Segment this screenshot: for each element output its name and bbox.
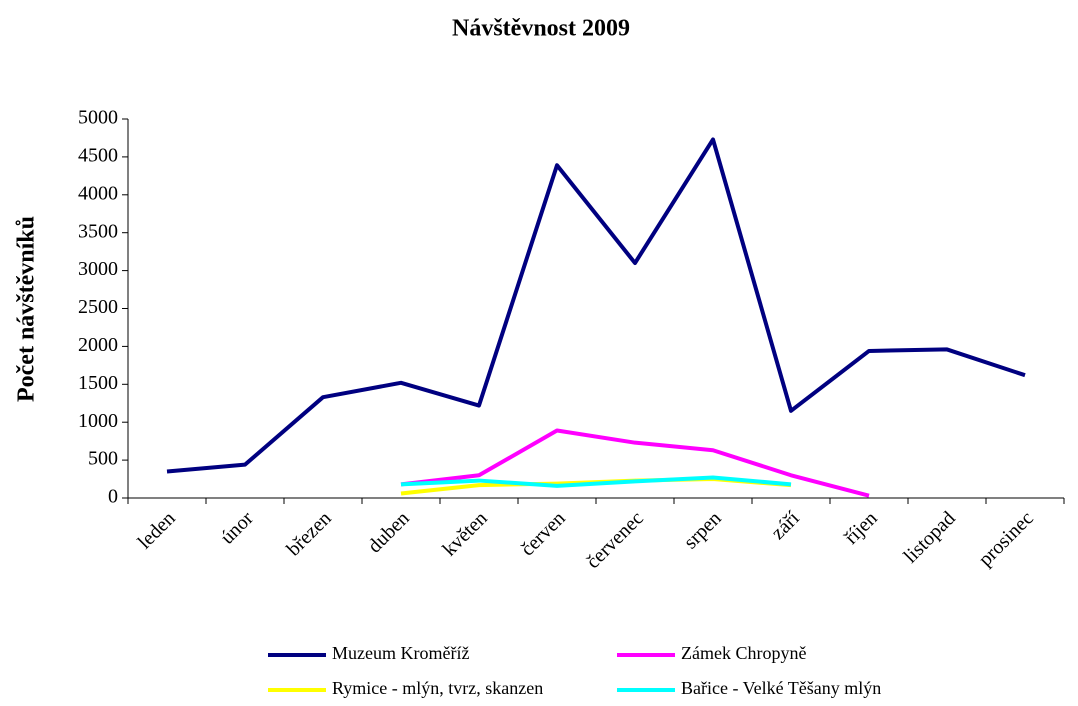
x-tick-label: září (767, 507, 804, 544)
legend-label: Rymice - mlýn, tvrz, skanzen (332, 678, 543, 698)
chart-title: Návštěvnost 2009 (452, 16, 630, 42)
y-tick-label: 3000 (78, 258, 118, 280)
legend-label: Zámek Chropyně (681, 643, 806, 663)
x-tick-label: leden (134, 507, 180, 553)
series-line (400, 475, 792, 488)
legend-label: Muzeum Kroměříž (332, 643, 469, 663)
y-tick-label: 2000 (78, 334, 118, 356)
series-line (400, 428, 870, 498)
y-tick-label: 0 (108, 486, 118, 508)
y-tick-label: 4500 (78, 144, 118, 166)
x-tick-label: březen (283, 507, 336, 560)
y-tick-label: 3500 (78, 220, 118, 242)
y-tick-label: 1500 (78, 372, 118, 394)
x-tick-label: květen (439, 507, 492, 560)
x-tick-label: říjen (840, 507, 881, 548)
legend-label: Bařice - Velké Těšany mlýn (681, 678, 881, 698)
y-tick-label: 500 (88, 448, 118, 470)
x-tick-label: únor (216, 507, 258, 549)
x-tick-label: listopad (899, 507, 959, 567)
x-tick-label: červen (517, 507, 570, 560)
x-tick-label: srpen (680, 507, 726, 553)
y-tick-label: 4000 (78, 182, 118, 204)
y-tick-label: 2500 (78, 296, 118, 318)
y-tick-label: 1000 (78, 410, 118, 432)
y-axis-label: Počet návštěvníků (14, 216, 40, 402)
x-tick-label: prosinec (974, 507, 1038, 571)
x-tick-label: duben (364, 507, 414, 557)
x-tick-label: červenec (582, 507, 648, 573)
y-tick-label: 5000 (78, 107, 118, 129)
series-line (166, 137, 1026, 474)
